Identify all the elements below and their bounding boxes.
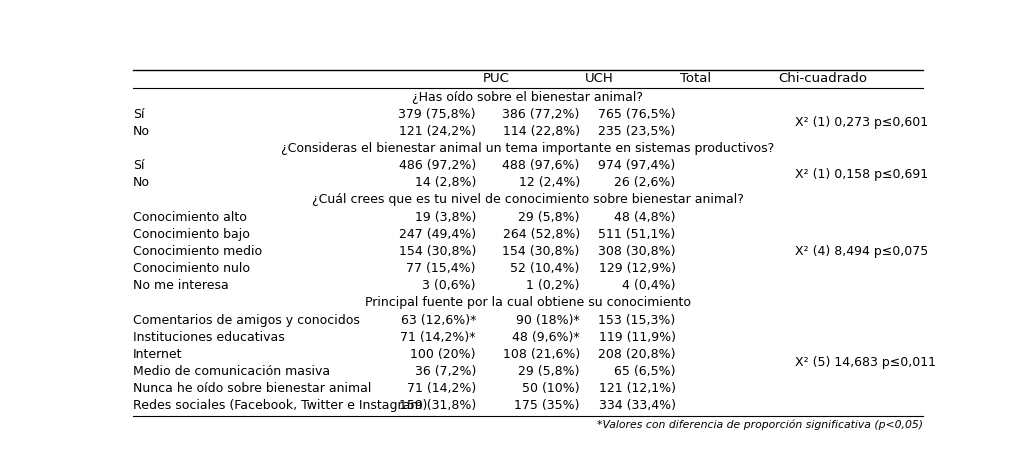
- Text: X² (1) 0,273 p≤0,601: X² (1) 0,273 p≤0,601: [795, 116, 928, 129]
- Text: 71 (14,2%)*: 71 (14,2%)*: [401, 331, 476, 344]
- Text: 334 (33,4%): 334 (33,4%): [598, 399, 676, 412]
- Text: Nunca he oído sobre bienestar animal: Nunca he oído sobre bienestar animal: [133, 382, 371, 395]
- Text: 379 (75,8%): 379 (75,8%): [399, 108, 476, 121]
- Text: 90 (18%)*: 90 (18%)*: [516, 313, 580, 327]
- Text: 765 (76,5%): 765 (76,5%): [598, 108, 676, 121]
- Text: 974 (97,4%): 974 (97,4%): [598, 159, 676, 172]
- Text: Conocimiento alto: Conocimiento alto: [133, 210, 246, 224]
- Text: Redes sociales (Facebook, Twitter e Instagram): Redes sociales (Facebook, Twitter e Inst…: [133, 399, 427, 412]
- Text: 119 (11,9%): 119 (11,9%): [598, 331, 676, 344]
- Text: Conocimiento bajo: Conocimiento bajo: [133, 228, 249, 241]
- Text: Internet: Internet: [133, 348, 182, 361]
- Text: 386 (77,2%): 386 (77,2%): [503, 108, 580, 121]
- Text: Sí: Sí: [133, 159, 144, 172]
- Text: 71 (14,2%): 71 (14,2%): [407, 382, 476, 395]
- Text: 159 (31,8%): 159 (31,8%): [399, 399, 476, 412]
- Text: 36 (7,2%): 36 (7,2%): [415, 365, 476, 378]
- Text: 153 (15,3%): 153 (15,3%): [598, 313, 676, 327]
- Text: 65 (6,5%): 65 (6,5%): [614, 365, 676, 378]
- Text: Conocimiento medio: Conocimiento medio: [133, 245, 262, 258]
- Text: 19 (3,8%): 19 (3,8%): [415, 210, 476, 224]
- Text: *Valores con diferencia de proporción significativa (p<0,05): *Valores con diferencia de proporción si…: [597, 420, 923, 430]
- Text: 3 (0,6%): 3 (0,6%): [422, 279, 476, 292]
- Text: 264 (52,8%): 264 (52,8%): [503, 228, 580, 241]
- Text: No: No: [133, 125, 149, 138]
- Text: No me interesa: No me interesa: [133, 279, 229, 292]
- Text: ¿Consideras el bienestar animal un tema importante en sistemas productivos?: ¿Consideras el bienestar animal un tema …: [281, 142, 775, 155]
- Text: 208 (20,8%): 208 (20,8%): [598, 348, 676, 361]
- Text: 48 (4,8%): 48 (4,8%): [614, 210, 676, 224]
- Text: Sí: Sí: [133, 108, 144, 121]
- Text: 154 (30,8%): 154 (30,8%): [503, 245, 580, 258]
- Text: 29 (5,8%): 29 (5,8%): [518, 210, 580, 224]
- Text: ¿Has oído sobre el bienestar animal?: ¿Has oído sobre el bienestar animal?: [412, 91, 644, 103]
- Text: X² (5) 14,683 p≤0,011: X² (5) 14,683 p≤0,011: [795, 356, 936, 369]
- Text: 108 (21,6%): 108 (21,6%): [503, 348, 580, 361]
- Text: 129 (12,9%): 129 (12,9%): [598, 262, 676, 275]
- Text: 50 (10%): 50 (10%): [522, 382, 580, 395]
- Text: 121 (12,1%): 121 (12,1%): [598, 382, 676, 395]
- Text: 488 (97,6%): 488 (97,6%): [503, 159, 580, 172]
- Text: PUC: PUC: [482, 72, 510, 85]
- Text: Chi-cuadrado: Chi-cuadrado: [779, 72, 867, 85]
- Text: 121 (24,2%): 121 (24,2%): [399, 125, 476, 138]
- Text: 12 (2,4%): 12 (2,4%): [518, 176, 580, 189]
- Text: Medio de comunicación masiva: Medio de comunicación masiva: [133, 365, 330, 378]
- Text: 486 (97,2%): 486 (97,2%): [399, 159, 476, 172]
- Text: 100 (20%): 100 (20%): [411, 348, 476, 361]
- Text: 247 (49,4%): 247 (49,4%): [399, 228, 476, 241]
- Text: 1 (0,2%): 1 (0,2%): [526, 279, 580, 292]
- Text: X² (1) 0,158 p≤0,691: X² (1) 0,158 p≤0,691: [795, 168, 928, 181]
- Text: 4 (0,4%): 4 (0,4%): [622, 279, 676, 292]
- Text: 14 (2,8%): 14 (2,8%): [415, 176, 476, 189]
- Text: 154 (30,8%): 154 (30,8%): [399, 245, 476, 258]
- Text: 308 (30,8%): 308 (30,8%): [598, 245, 676, 258]
- Text: Principal fuente por la cual obtiene su conocimiento: Principal fuente por la cual obtiene su …: [365, 296, 691, 310]
- Text: UCH: UCH: [585, 72, 614, 85]
- Text: 63 (12,6%)*: 63 (12,6%)*: [401, 313, 476, 327]
- Text: 235 (23,5%): 235 (23,5%): [598, 125, 676, 138]
- Text: No: No: [133, 176, 149, 189]
- Text: ¿Cuál crees que es tu nivel de conocimiento sobre bienestar animal?: ¿Cuál crees que es tu nivel de conocimie…: [312, 193, 744, 207]
- Text: Total: Total: [680, 72, 711, 85]
- Text: 511 (51,1%): 511 (51,1%): [598, 228, 676, 241]
- Text: 175 (35%): 175 (35%): [514, 399, 580, 412]
- Text: 29 (5,8%): 29 (5,8%): [518, 365, 580, 378]
- Text: 52 (10,4%): 52 (10,4%): [511, 262, 580, 275]
- Text: X² (4) 8,494 p≤0,075: X² (4) 8,494 p≤0,075: [795, 245, 928, 258]
- Text: 48 (9,6%)*: 48 (9,6%)*: [512, 331, 580, 344]
- Text: 77 (15,4%): 77 (15,4%): [407, 262, 476, 275]
- Text: Instituciones educativas: Instituciones educativas: [133, 331, 284, 344]
- Text: 114 (22,8%): 114 (22,8%): [503, 125, 580, 138]
- Text: Comentarios de amigos y conocidos: Comentarios de amigos y conocidos: [133, 313, 359, 327]
- Text: Conocimiento nulo: Conocimiento nulo: [133, 262, 249, 275]
- Text: 26 (2,6%): 26 (2,6%): [614, 176, 676, 189]
